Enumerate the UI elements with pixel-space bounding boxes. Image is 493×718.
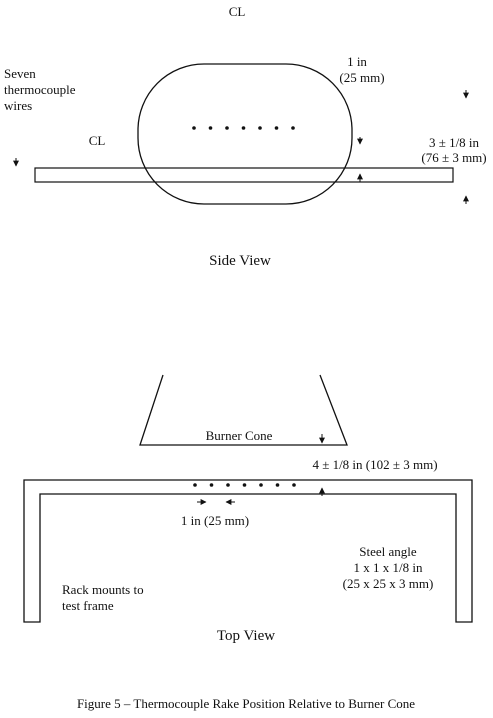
top-thermocouple-dots — [193, 483, 296, 487]
steel-angle-line3: (25 x 25 x 3 mm) — [343, 576, 434, 591]
side-thermocouple-dot — [208, 126, 213, 130]
top-thermocouple-dot — [259, 483, 263, 487]
rake-bar — [34, 167, 454, 183]
side-thermocouple-dot — [258, 126, 262, 130]
steel-angle-line2: 1 x 1 x 1/8 in — [354, 560, 423, 575]
side-spacing-line2: (25 mm) — [339, 70, 384, 85]
side-spacing-line1: 1 in — [347, 54, 367, 69]
distance-label: 4 ± 1/8 in (102 ± 3 mm) — [312, 457, 437, 472]
burner-cone — [139, 374, 348, 446]
rack-mounts-line1: Rack mounts to — [62, 582, 144, 597]
thermocouple-stadium — [137, 63, 353, 205]
figure-caption: Figure 5 – Thermocouple Rake Position Re… — [77, 696, 415, 711]
burner-cone-label: Burner Cone — [206, 428, 273, 443]
side-thermocouple-dot — [291, 126, 295, 130]
rack-mounts-line2: test frame — [62, 598, 114, 613]
side-centerline-mid-label: CL — [89, 133, 106, 148]
side-view: CL Seven thermocouple wires CL 1 in (25 … — [4, 4, 487, 269]
side-height-line1: 3 ± 1/8 in — [429, 135, 480, 150]
top-thermocouple-dot — [209, 483, 214, 487]
side-centerline-top-label: CL — [229, 4, 246, 19]
top-view: Burner Cone 4 ± 1/8 in (102 ± 3 mm) 1 in… — [23, 374, 473, 644]
top-spacing-label: 1 in (25 mm) — [181, 513, 249, 528]
steel-angle-frame — [23, 479, 473, 623]
top-thermocouple-dot — [275, 483, 280, 487]
side-view-title: Side View — [209, 253, 271, 269]
side-thermocouple-dot — [241, 126, 246, 130]
top-thermocouple-dot — [226, 483, 230, 487]
side-thermocouple-dot — [274, 126, 279, 130]
wires-label-line1: Seven — [4, 66, 36, 81]
side-height-line2: (76 ± 3 mm) — [421, 150, 486, 165]
wires-label-line2: thermocouple — [4, 82, 76, 97]
side-thermocouple-dot — [192, 126, 196, 130]
side-thermocouple-dot — [225, 126, 229, 130]
top-thermocouple-dot — [193, 483, 197, 487]
top-thermocouple-dot — [242, 483, 247, 487]
steel-angle-line1: Steel angle — [359, 544, 417, 559]
side-thermocouple-dots — [192, 126, 295, 130]
top-view-title: Top View — [217, 628, 275, 644]
wires-label-line3: wires — [4, 98, 32, 113]
top-thermocouple-dot — [292, 483, 296, 487]
